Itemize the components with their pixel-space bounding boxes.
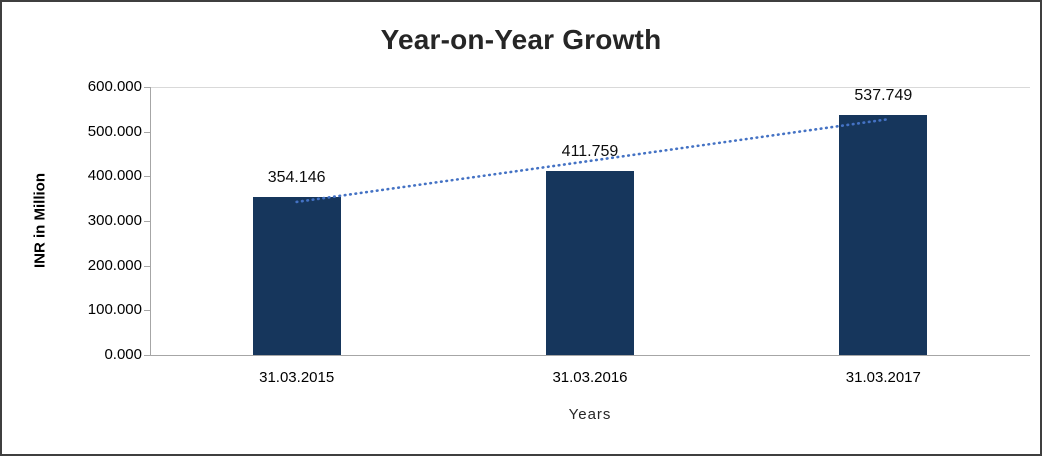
y-tick-mark [144,265,150,267]
y-tick-label: 0.000 [104,346,142,363]
y-tick-label: 300.000 [87,212,142,229]
y-tick-mark [144,131,150,133]
bar-data-label: 537.749 [854,87,913,104]
y-tick-label: 600.000 [87,78,142,95]
x-axis-title: Years [568,406,612,423]
y-tick-label: 400.000 [87,167,142,185]
x-category-label: 31.03.2015 [259,369,335,386]
y-tick-mark [144,310,150,312]
bar-data-label: 354.146 [267,169,326,186]
gridline-top [150,87,1030,88]
y-tick-mark [144,87,150,88]
y-tick-mark [144,176,150,178]
y-tick-label: 500.000 [87,122,142,140]
bar [839,115,928,355]
bar [546,171,634,355]
bar-data-label: 411.759 [561,143,619,160]
x-category-label: 31.03.2017 [845,369,921,386]
bar [252,197,341,355]
x-category-label: 31.03.2016 [552,369,628,386]
y-tick-mark [144,355,150,356]
y-axis-line [150,87,151,356]
y-tick-label: 200.000 [87,256,142,274]
y-axis-title: INR in Million [31,173,49,268]
y-tick-mark [144,221,150,222]
y-tick-label: 100.000 [87,301,142,319]
chart-title: Year-on-Year Growth [380,24,662,55]
x-axis-line [150,355,1030,356]
